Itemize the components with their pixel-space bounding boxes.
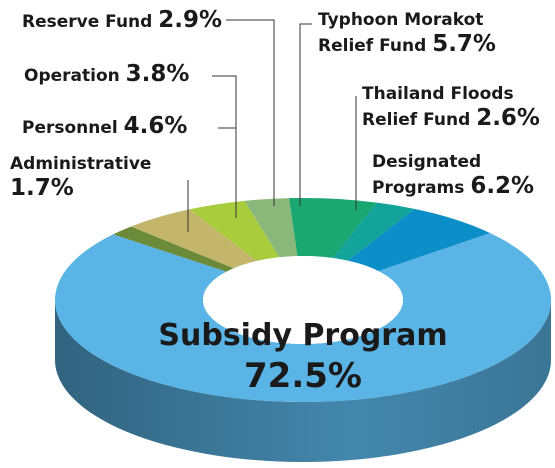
category-name: Operation: [24, 66, 120, 86]
slice-label: Subsidy Program 72.5%: [133, 316, 473, 396]
value-label: 4.6%: [123, 113, 188, 139]
slice: [332, 202, 415, 261]
category-name: Personnel: [22, 118, 118, 138]
leader-line: [212, 75, 237, 186]
value-label: 6.2%: [470, 173, 535, 199]
value-label: 2.6%: [476, 105, 540, 131]
slice-label: Designated Programs 6.2%: [372, 150, 552, 200]
slice-label: Operation 3.8%: [24, 62, 234, 88]
category-name: Administrative: [10, 154, 152, 174]
category-name: Reserve Fund: [22, 12, 153, 32]
slice: [131, 209, 258, 269]
category-name: Subsidy Program: [158, 318, 448, 353]
category-name: Thailand Floods Relief Fund: [362, 84, 514, 130]
slice-side-shade: [55, 300, 551, 462]
hole: [203, 256, 403, 344]
slice-label: Administrative 1.7%: [10, 152, 180, 200]
leader-line: [299, 23, 312, 206]
value-label: 5.7%: [432, 31, 496, 57]
slice: [189, 200, 280, 261]
value-label: 2.9%: [158, 7, 223, 33]
slice-label: Thailand Floods Relief Fund 2.6%: [362, 82, 552, 132]
slice: [55, 233, 552, 403]
value-label: 3.8%: [125, 61, 190, 87]
slice: [347, 208, 491, 272]
slice-label: Personnel 4.6%: [22, 114, 202, 140]
category-name: Typhoon Morakot Relief Fund: [318, 10, 484, 56]
slice-label: Reserve Fund 2.9%: [22, 8, 262, 34]
value-label: 72.5%: [244, 356, 362, 396]
value-label: 1.7%: [10, 175, 74, 201]
slice: [289, 198, 377, 258]
slice-label: Typhoon Morakot Relief Fund 5.7%: [318, 8, 508, 58]
slice: [113, 226, 234, 272]
category-name: Designated Programs: [372, 152, 482, 198]
slice: [244, 198, 298, 258]
leader-line: [226, 19, 275, 206]
